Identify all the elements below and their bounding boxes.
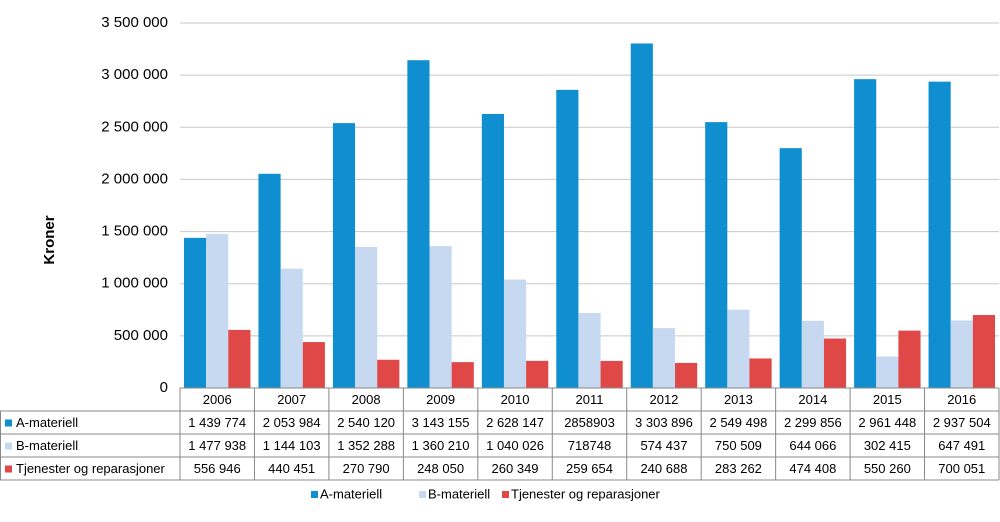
table-cell: 1 477 938 [188,438,246,453]
bar [578,313,601,388]
bar [972,314,995,388]
x-tick-label: 2007 [277,392,306,407]
table-cell: 1 144 103 [263,438,321,453]
legend-key [311,491,318,498]
table-cell: 270 790 [343,461,390,476]
bar [675,362,698,388]
x-tick-label: 2011 [576,392,604,407]
table-legend-key [5,419,12,427]
y-tick-label: 1 500 000 [101,223,168,240]
y-tick-label: 0 [160,379,168,396]
bar [258,173,281,388]
x-tick-label: 2015 [873,392,902,407]
table-cell: 700 051 [938,461,985,476]
table-cell: 302 415 [864,438,911,453]
table-legend-key [5,442,12,450]
legend-label: A-materiell [320,486,382,501]
table-cell: 750 509 [715,438,762,453]
x-tick-label: 2009 [426,392,455,407]
table-cell: 440 451 [268,461,315,476]
bar [407,60,430,388]
bar [302,342,325,388]
y-tick-label: 1 000 000 [101,275,168,292]
y-tick-label: 2 000 000 [101,170,168,187]
table-cell: 2 628 147 [486,415,544,430]
table-cell: 644 066 [789,438,836,453]
table-cell: 2 053 984 [263,415,321,430]
table-cell: 2858903 [564,415,615,430]
table-cell: 647 491 [938,438,985,453]
y-tick-label: 3 000 000 [101,66,168,83]
table-cell: 3 143 155 [412,415,470,430]
table-cell: 240 688 [640,461,687,476]
table-cell: 474 408 [789,461,836,476]
legend-key [502,491,509,498]
bar [727,309,750,388]
table-cell: 259 654 [566,461,613,476]
y-axis-label: Kroner [41,215,58,264]
bar [600,360,623,388]
bar [652,328,676,388]
bar [184,237,207,388]
x-tick-label: 2010 [501,392,530,407]
bar [854,79,877,389]
legend-key [419,491,426,498]
table-cell: 1 040 026 [486,438,544,453]
bar [950,320,973,388]
table-cell: 556 946 [194,461,241,476]
table-cell: 1 439 774 [188,415,246,430]
table-cell: 2 549 498 [709,415,767,430]
bar [823,338,847,388]
table-cell: 718748 [568,438,611,453]
table-cell: 2 540 120 [337,415,395,430]
bar [876,356,899,388]
bar [429,246,452,388]
table-cell: 574 437 [640,438,687,453]
bar [526,360,549,388]
bar [749,358,772,388]
table-cell: 3 303 896 [635,415,693,430]
table-cell: 550 260 [864,461,911,476]
bar [630,43,653,389]
table-cell: 1 352 288 [337,438,395,453]
x-tick-label: 2012 [649,392,678,407]
legend-label: B-materiell [428,486,490,501]
x-tick-label: 2006 [203,392,232,407]
y-tick-label: 3 500 000 [101,14,168,31]
bar [377,359,400,388]
x-tick-label: 2013 [724,392,753,407]
table-cell: 248 050 [417,461,464,476]
table-row-label: Tjenester og reparasjoner [16,461,166,476]
legend-label: Tjenester og reparasjoner [511,486,661,501]
bar [801,320,824,388]
y-tick-label: 500 000 [114,327,168,344]
table-cell: 260 349 [492,461,539,476]
bar [556,89,579,388]
bar [280,268,303,388]
table-cell: 2 961 448 [858,415,916,430]
y-tick-label: 2 500 000 [101,118,168,135]
bar [206,233,229,388]
table-row-label: A-materiell [16,415,78,430]
table-cell: 1 360 210 [412,438,470,453]
table-cell: 2 299 856 [784,415,842,430]
x-tick-label: 2008 [352,392,381,407]
bar [705,122,728,388]
bar [928,81,951,389]
table-legend-key [5,465,12,473]
bar [332,123,356,388]
bar [481,113,504,388]
bar [898,330,921,388]
bar [355,246,378,388]
table-cell: 2 937 504 [933,415,991,430]
table-cell: 283 262 [715,461,762,476]
bar [503,279,527,388]
bar [451,362,474,388]
x-tick-label: 2014 [798,392,827,407]
x-tick-label: 2016 [947,392,976,407]
bar [779,148,802,388]
bar [228,329,251,388]
table-row-label: B-materiell [16,438,78,453]
